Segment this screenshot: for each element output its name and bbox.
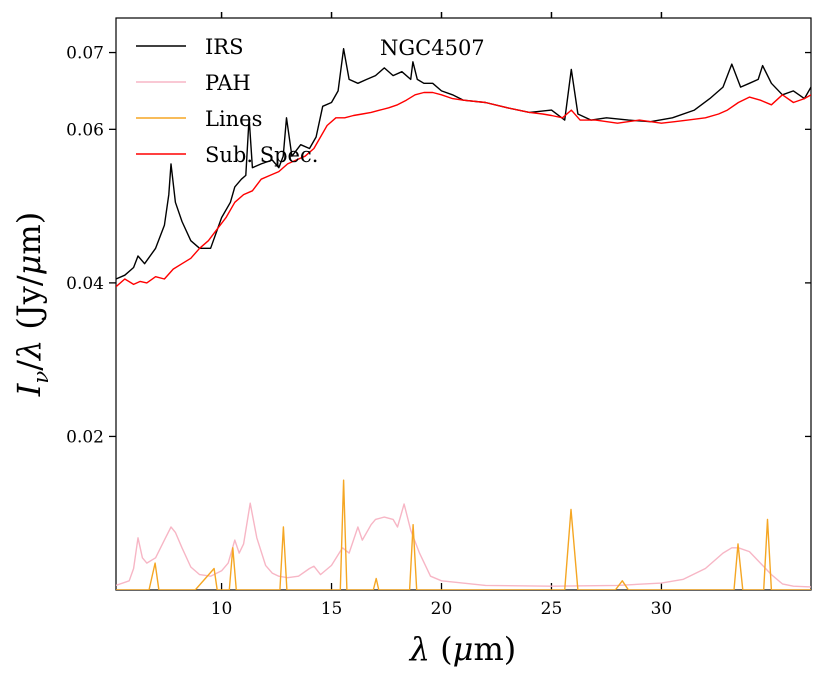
y-tick-label: 0.07 — [66, 44, 104, 64]
legend: IRS PAH Lines Sub. Spec. — [136, 35, 318, 167]
legend-label: IRS — [205, 35, 244, 59]
legend-label: Sub. Spec. — [205, 143, 318, 167]
y-tick-label: 0.04 — [66, 274, 104, 294]
x-tick-label: 20 — [431, 599, 453, 619]
x-tick-label: 30 — [651, 599, 673, 619]
x-tick-label: 10 — [211, 599, 233, 619]
y-tick-label: 0.02 — [66, 427, 104, 447]
series-line-lines — [116, 479, 811, 590]
y-tick-label: 0.06 — [66, 120, 104, 140]
series-line-irs — [116, 48, 811, 280]
legend-label: PAH — [205, 71, 251, 95]
y-axis-title: Iν/λ (Jy/μm) — [10, 212, 53, 397]
plot-area — [115, 17, 812, 591]
legend-label: Lines — [205, 107, 262, 131]
axis-ticks: 10 15 20 25 30 0.02 0.04 0.06 0.07 — [66, 12, 811, 619]
series-group — [116, 48, 811, 590]
chart-title: NGC4507 — [380, 36, 485, 60]
x-axis-title: λ (μm) — [408, 630, 517, 668]
x-tick-label: 25 — [541, 599, 563, 619]
x-tick-label: 15 — [321, 599, 343, 619]
series-line-pah — [116, 502, 811, 588]
series-line-sub-spec — [116, 91, 811, 288]
